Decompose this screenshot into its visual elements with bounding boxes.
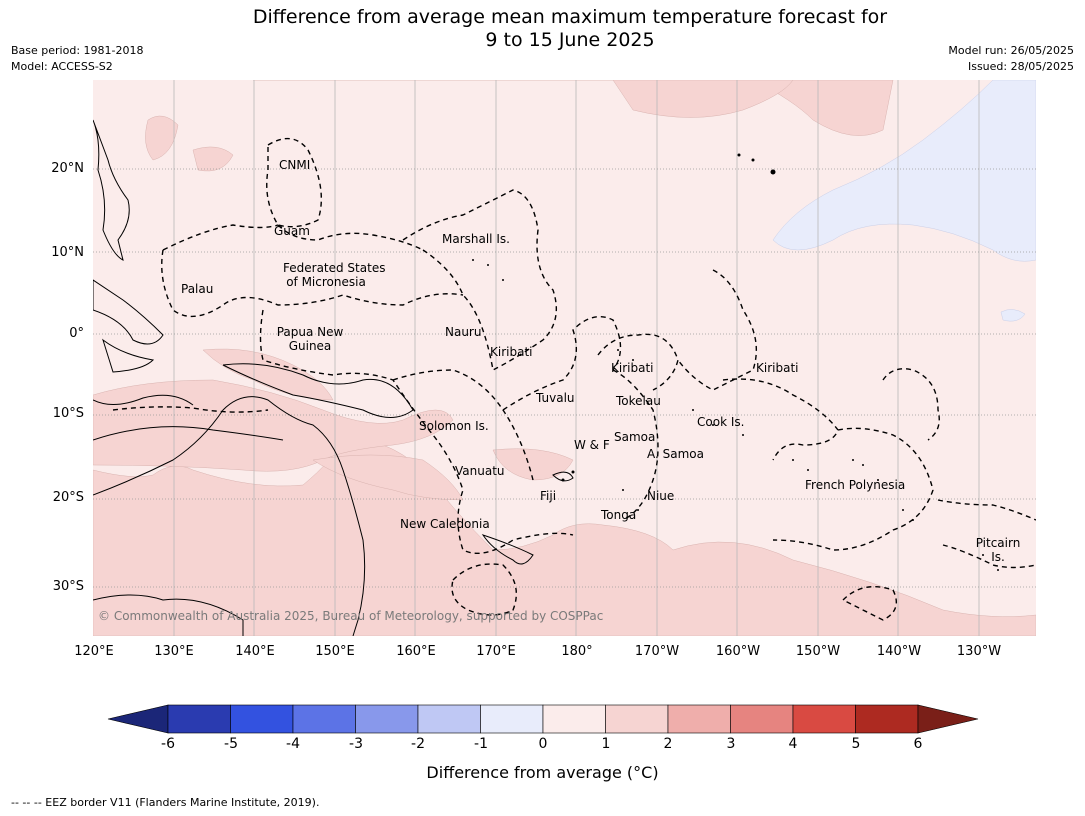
lon-label-150e: 150°E bbox=[315, 644, 355, 659]
colorbar-cell bbox=[667, 704, 731, 734]
colorbar-cell bbox=[855, 704, 919, 734]
warm-anomaly-areas bbox=[93, 80, 1036, 636]
map-svg bbox=[93, 80, 1036, 636]
label-solomon-islands: Solomon Is. bbox=[419, 419, 489, 433]
lon-label-140w: 140°W bbox=[876, 644, 922, 659]
meta-left: Base period: 1981-2018 Model: ACCESS-S2 bbox=[11, 43, 143, 75]
coastlines bbox=[93, 119, 574, 636]
colorbar-tick: -6 bbox=[161, 736, 175, 752]
label-tonga: Tonga bbox=[601, 508, 637, 522]
label-tokelau: Tokelau bbox=[616, 394, 661, 408]
lon-label-160w: 160°W bbox=[715, 644, 761, 659]
lat-label-10s: 10°S bbox=[52, 406, 84, 421]
colorbar-title: Difference from average (°C) bbox=[426, 763, 659, 782]
label-niue: Niue bbox=[647, 489, 675, 503]
model-name: Model: ACCESS-S2 bbox=[11, 60, 113, 73]
title-line-2: 9 to 15 June 2025 bbox=[485, 29, 655, 51]
colorbar-tick: 0 bbox=[538, 736, 548, 752]
lon-label-120e: 120°E bbox=[74, 644, 114, 659]
lat-label-20s: 20°S bbox=[52, 490, 84, 505]
label-new-caledonia: New Caledonia bbox=[400, 517, 490, 531]
colorbar-tick: -4 bbox=[286, 736, 300, 752]
colorbar-tick: 4 bbox=[788, 736, 798, 752]
label-guam: Guam bbox=[274, 224, 310, 238]
colorbar-cell bbox=[605, 704, 669, 734]
island-dots bbox=[472, 153, 999, 571]
lon-label-130e: 130°E bbox=[154, 644, 194, 659]
lat-label-20n: 20°N bbox=[51, 161, 84, 176]
base-period: Base period: 1981-2018 bbox=[11, 44, 144, 57]
label-samoa: Samoa bbox=[614, 430, 656, 444]
label-kiribati-central: Kiribati bbox=[611, 361, 654, 375]
label-fsm-line2: of Micronesia bbox=[286, 275, 366, 289]
copyright-notice: © Commonwealth of Australia 2025, Bureau… bbox=[98, 609, 604, 623]
label-nauru: Nauru bbox=[445, 325, 482, 339]
colorbar-tick: 6 bbox=[913, 736, 923, 752]
label-american-samoa: A. Samoa bbox=[647, 447, 704, 461]
label-png-line2: Guinea bbox=[288, 339, 332, 353]
meridians bbox=[173, 80, 980, 636]
meta-right: Model run: 26/05/2025 Issued: 28/05/2025 bbox=[948, 43, 1074, 75]
parallels bbox=[93, 168, 1036, 588]
lat-label-30s: 30°S bbox=[52, 579, 84, 594]
label-fsm-line1: Federated States bbox=[283, 261, 386, 275]
colorbar-tick: 1 bbox=[601, 736, 611, 752]
colorbar-cell bbox=[417, 704, 481, 734]
colorbar bbox=[107, 704, 979, 734]
label-png: Papua New Guinea bbox=[274, 325, 346, 353]
colorbar-cells bbox=[107, 704, 979, 734]
colorbar-extend-high bbox=[917, 704, 979, 734]
eez-footnote: -- -- -- EEZ border V11 (Flanders Marine… bbox=[11, 796, 320, 809]
cool-anomaly-area bbox=[772, 80, 1036, 262]
colorbar-cell bbox=[480, 704, 544, 734]
colorbar-tick: 2 bbox=[663, 736, 673, 752]
label-french-polynesia: French Polynesia bbox=[805, 478, 906, 492]
lon-label-160e: 160°E bbox=[396, 644, 436, 659]
colorbar-cell bbox=[292, 704, 356, 734]
lon-label-170e: 170°E bbox=[476, 644, 516, 659]
label-kiribati-west: Kiribati bbox=[490, 345, 533, 359]
lon-label-140e: 140°E bbox=[235, 644, 275, 659]
chart-title: Difference from average mean maximum tem… bbox=[120, 6, 1020, 52]
colorbar-tick: -1 bbox=[474, 736, 488, 752]
label-wallis-futuna: W & F bbox=[574, 438, 610, 452]
label-cook-islands: Cook Is. bbox=[697, 415, 745, 429]
colorbar-cell bbox=[730, 704, 794, 734]
colorbar-tick: -3 bbox=[349, 736, 363, 752]
label-marshall-islands: Marshall Is. bbox=[442, 232, 510, 246]
colorbar-tick: 5 bbox=[851, 736, 861, 752]
lat-label-equator: 0° bbox=[69, 326, 84, 341]
issued-date: Issued: 28/05/2025 bbox=[967, 60, 1074, 73]
title-line-1: Difference from average mean maximum tem… bbox=[252, 6, 888, 28]
colorbar-cell bbox=[230, 704, 294, 734]
colorbar-cell bbox=[792, 704, 856, 734]
lon-label-150w: 150°W bbox=[795, 644, 841, 659]
colorbar-tick: -2 bbox=[411, 736, 425, 752]
cool-anomaly-patch bbox=[1000, 309, 1026, 322]
lon-label-180: 180° bbox=[561, 644, 593, 659]
label-cnmi: CNMI bbox=[279, 158, 311, 172]
label-png-line1: Papua New bbox=[276, 325, 344, 339]
label-pitcairn-line1: Pitcairn bbox=[975, 536, 1021, 550]
colorbar-cell bbox=[355, 704, 419, 734]
colorbar-tick: 3 bbox=[726, 736, 736, 752]
colorbar-cell bbox=[542, 704, 606, 734]
map-panel bbox=[93, 80, 1036, 636]
label-kiribati-east: Kiribati bbox=[756, 361, 799, 375]
lon-label-170w: 170°W bbox=[634, 644, 680, 659]
lon-label-130w: 130°W bbox=[956, 644, 1002, 659]
label-pitcairn-line2: Is. bbox=[991, 550, 1005, 564]
colorbar-cell bbox=[167, 704, 231, 734]
eez-borders bbox=[112, 137, 1036, 621]
model-run: Model run: 26/05/2025 bbox=[948, 44, 1074, 57]
label-fsm: Federated States of Micronesia bbox=[283, 261, 386, 289]
label-tuvalu: Tuvalu bbox=[536, 391, 575, 405]
colorbar-extend-low bbox=[107, 704, 169, 734]
label-vanuatu: Vanuatu bbox=[455, 464, 505, 478]
colorbar-tick: -5 bbox=[224, 736, 238, 752]
label-pitcairn: Pitcairn Is. bbox=[972, 536, 1024, 564]
label-fiji: Fiji bbox=[540, 489, 557, 503]
label-palau: Palau bbox=[181, 282, 214, 296]
lat-label-10n: 10°N bbox=[51, 245, 84, 260]
